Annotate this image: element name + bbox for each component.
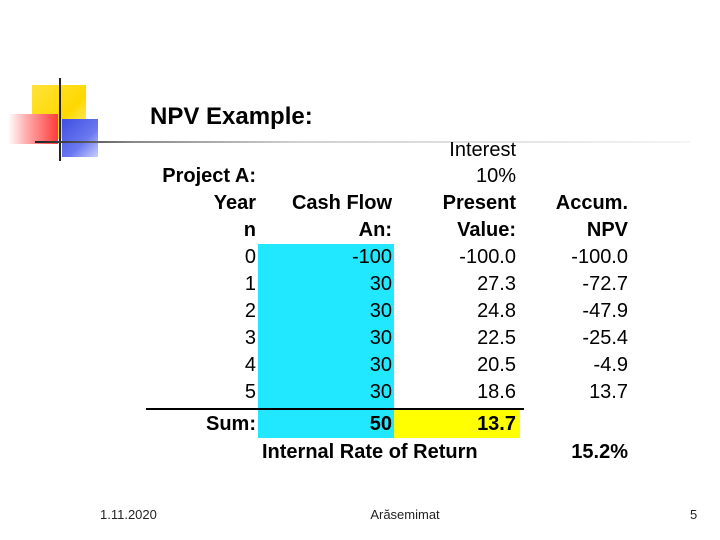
header-rate: 10% [475, 165, 516, 187]
footer-date: 1.11.2020 [100, 507, 157, 522]
row-3-accum: -25.4 [582, 327, 628, 349]
row-4-cash-flow: 30 [369, 354, 392, 376]
sum-cash-flow: 50 [369, 413, 392, 435]
title-underline [35, 141, 690, 143]
decorative-red-square [8, 114, 58, 144]
row-5-n: 5 [244, 381, 256, 403]
row-2-pv: 24.8 [477, 300, 516, 322]
row-0-cash-flow: -100 [351, 246, 392, 268]
header-accum: Accum. [555, 192, 628, 214]
row-1-cash-flow: 30 [369, 273, 392, 295]
row-2-cash-flow: 30 [369, 300, 392, 322]
row-2-n: 2 [244, 300, 256, 322]
footer-author: Arăsemimat [370, 507, 440, 522]
row-3-n: 3 [244, 327, 256, 349]
row-5-pv: 18.6 [477, 381, 516, 403]
irr-value: 15.2% [571, 441, 628, 463]
row-4-n: 4 [244, 354, 256, 376]
npv-sum-highlight [394, 410, 520, 438]
row-3-cash-flow: 30 [369, 327, 392, 349]
row-1-accum: -72.7 [582, 273, 628, 295]
row-0-accum: -100.0 [571, 246, 628, 268]
sum-npv: 13.7 [477, 413, 516, 435]
sum-label: Sum: [206, 413, 256, 435]
row-4-pv: 20.5 [477, 354, 516, 376]
header-year: Year [213, 192, 256, 214]
header-present: Present [442, 192, 516, 214]
header-an: An: [358, 219, 392, 241]
row-0-pv: -100.0 [459, 246, 516, 268]
header-project: Project A: [162, 165, 256, 187]
row-4-accum: -4.9 [593, 354, 628, 376]
row-3-pv: 22.5 [477, 327, 516, 349]
irr-label: Internal Rate of Return [262, 441, 478, 463]
decorative-blue-square [62, 119, 98, 157]
header-n: n [243, 219, 256, 241]
slide-title: NPV Example: [150, 103, 313, 130]
cash-flow-highlight [258, 244, 394, 438]
header-value: Value: [457, 219, 516, 241]
page-number: 5 [690, 507, 698, 522]
header-cash-flow: Cash Flow [291, 192, 392, 214]
row-5-accum: 13.7 [589, 381, 628, 403]
row-5-cash-flow: 30 [369, 381, 392, 403]
row-1-pv: 27.3 [477, 273, 516, 295]
sum-divider [146, 408, 524, 410]
header-npv: NPV [586, 219, 628, 241]
row-0-n: 0 [244, 246, 256, 268]
decorative-vertical-line [59, 78, 61, 161]
header-interest: Interest [449, 139, 516, 161]
row-2-accum: -47.9 [582, 300, 628, 322]
row-1-n: 1 [244, 273, 256, 295]
